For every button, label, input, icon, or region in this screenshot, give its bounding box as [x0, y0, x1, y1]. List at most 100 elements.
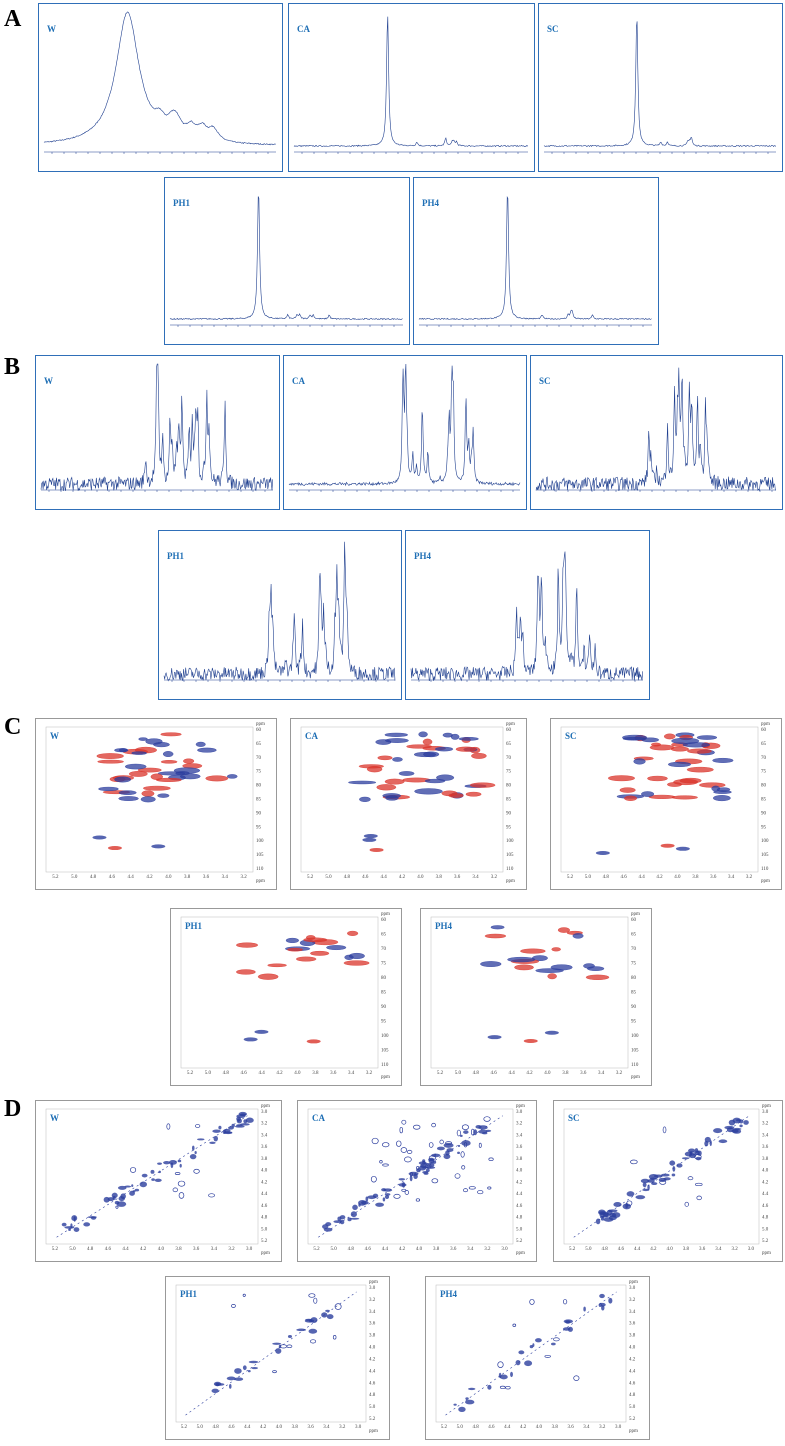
cross-peak — [128, 771, 148, 777]
cross-peak — [641, 737, 660, 743]
cross-peak — [114, 776, 132, 783]
cross-peak — [226, 774, 238, 779]
x-tick-label: 4.0 — [294, 1071, 301, 1076]
x-tick-label: 3.8 — [184, 875, 191, 880]
cross-peak — [711, 785, 721, 792]
cross-peak — [267, 963, 287, 968]
cross-peak — [111, 1192, 118, 1199]
panel-label: C — [4, 714, 22, 740]
cross-peak — [398, 1183, 407, 1187]
cross-peak — [675, 846, 690, 851]
x-tick-label: 4.2 — [656, 875, 663, 880]
spectrum-panel: PH1 — [164, 177, 410, 345]
off-diagonal-peak — [662, 1126, 667, 1134]
x-tick-label: 3.2 — [484, 1247, 491, 1252]
off-diagonal-peak — [468, 1186, 476, 1190]
x-tick-label: 4.8 — [472, 1425, 479, 1430]
cross-peak — [490, 925, 505, 930]
off-diagonal-peak — [130, 1167, 137, 1173]
cross-peak — [423, 1172, 429, 1175]
plot-name: SC — [565, 731, 577, 741]
x-tick-label: 3.0 — [246, 1247, 253, 1252]
x-tick-label: 4.8 — [344, 875, 351, 880]
y-tick-label: 4.6 — [629, 1381, 636, 1386]
cross-peak — [326, 945, 347, 950]
y-tick-label: 3.0 — [762, 1110, 769, 1115]
off-diagonal-peak — [242, 1293, 246, 1297]
off-diagonal-peak — [370, 1175, 377, 1183]
plot-name: W — [50, 1113, 59, 1123]
y-tick-label: 4.0 — [762, 1169, 769, 1174]
x-tick-label: 3.4 — [472, 875, 479, 880]
y-tick-label: 5.2 — [369, 1417, 376, 1422]
cross-peak — [562, 1327, 571, 1331]
cross-peak — [155, 777, 182, 782]
cross-peak — [475, 1124, 482, 1129]
cross-peak — [321, 1312, 328, 1318]
cross-peak — [647, 1179, 655, 1183]
cross-peak — [145, 738, 163, 745]
spectrum-plot: PH1 — [169, 196, 403, 327]
cross-peak — [369, 847, 384, 852]
x-tick-label: 4.6 — [365, 1247, 372, 1252]
off-diagonal-peak — [428, 1142, 434, 1148]
cross-peak — [432, 1160, 437, 1164]
cross-peak — [157, 1162, 162, 1165]
y-tick-label: 90 — [506, 811, 512, 816]
off-diagonal-peak — [461, 1124, 469, 1131]
cross-peak — [671, 1173, 676, 1177]
x-tick-label: 3.4 — [323, 1425, 330, 1430]
cross-peak — [337, 1216, 342, 1222]
cross-peak — [195, 741, 206, 747]
plot-name: CA — [312, 1113, 325, 1123]
spectrum-plot: 5.2 5.0 4.8 4.6 4.4 4.2 4.0 3.8 3.6 3.4 3.2 3.0 3.0 3… — [45, 1104, 270, 1256]
cross-peak — [736, 1119, 741, 1122]
cross-peak — [151, 1178, 155, 1181]
x-tick-label: 3.6 — [330, 1071, 337, 1076]
cross-peak — [441, 790, 458, 797]
cross-peak — [622, 1203, 632, 1210]
cross-peak — [544, 1030, 559, 1035]
cross-peak — [436, 774, 455, 781]
spectrum-panel: 5.2 5.0 4.8 4.6 4.4 4.2 4.0 3.8 3.6 3.4 3.2 3.0 3.0 3… — [35, 1100, 282, 1262]
spectrum-plot: SC — [535, 367, 776, 492]
y-tick-label: 4.6 — [261, 1204, 268, 1209]
y-tick-label: 70 — [631, 947, 637, 952]
off-diagonal-peak — [694, 1154, 702, 1160]
y-tick-label: 5.2 — [762, 1239, 769, 1244]
cross-peak — [649, 744, 675, 751]
y-tick-label: 75 — [381, 962, 387, 967]
cross-peak — [179, 1163, 182, 1168]
x-tick-label: 3.6 — [710, 875, 717, 880]
y-tick-label: 70 — [761, 756, 767, 761]
y-tick-label: 4.2 — [629, 1357, 636, 1362]
cross-peak — [287, 1335, 293, 1339]
cross-peak — [557, 927, 570, 933]
cross-peak — [450, 733, 460, 740]
cross-peak — [642, 1188, 650, 1192]
cross-peak — [653, 1174, 663, 1178]
y-tick-label: 3.0 — [369, 1286, 376, 1291]
cross-peak — [83, 1222, 91, 1227]
plot-frame — [430, 916, 629, 1069]
off-diagonal-peak — [371, 1137, 379, 1145]
cross-peak — [550, 964, 573, 971]
spectrum-panel: 5.2 5.0 4.8 4.6 4.4 4.2 4.0 3.8 3.6 3.4 3.2 3.0 3.0 3… — [165, 1276, 390, 1440]
y-tick-label: 100 — [631, 1034, 639, 1039]
cross-peak — [613, 1202, 622, 1208]
cross-peak — [118, 1196, 125, 1202]
y-tick-label: 60 — [506, 728, 512, 733]
cross-peak — [229, 1384, 232, 1389]
x-tick-label: 3.4 — [467, 1247, 474, 1252]
x-tick-label: 4.2 — [276, 1071, 283, 1076]
cross-peak — [465, 791, 482, 797]
y-tick-label: 95 — [256, 825, 262, 830]
cross-peak — [211, 1388, 219, 1394]
y-tick-label: 60 — [631, 918, 637, 923]
y-tick-label: 100 — [256, 839, 264, 844]
y-tick-label: 3.4 — [629, 1310, 636, 1315]
cross-peak — [158, 1170, 161, 1174]
cross-peak — [686, 766, 714, 773]
spectrum-plot: 5.2 5.0 4.8 4.6 4.4 4.2 4.0 3.8 3.6 3.4 3.2 60 65 70 7… — [300, 722, 515, 884]
y-tick-label: 4.2 — [762, 1180, 769, 1185]
